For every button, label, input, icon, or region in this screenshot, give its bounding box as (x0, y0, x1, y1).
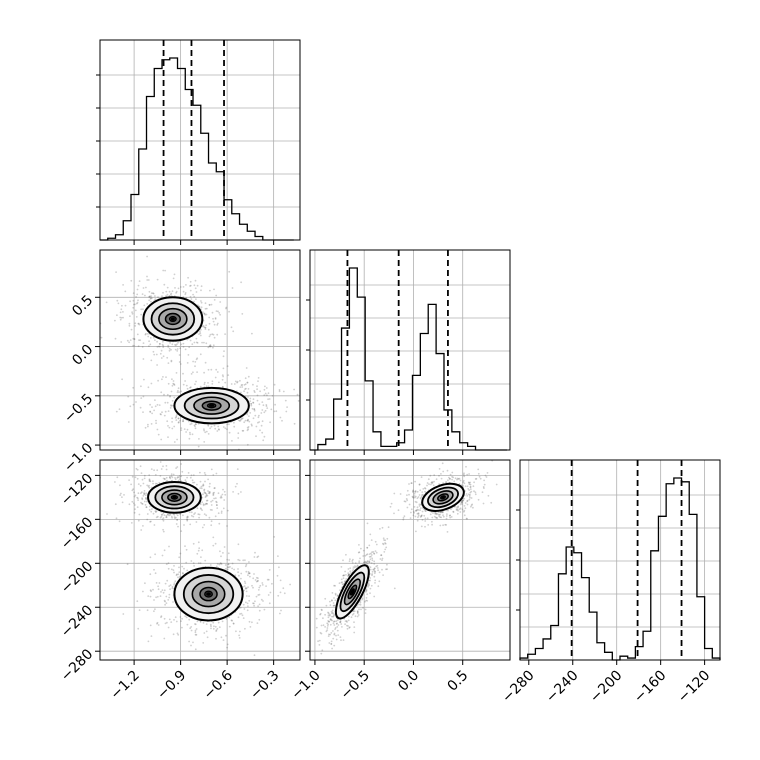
x-tick-label: −280 (499, 668, 538, 707)
scatter-area (100, 255, 300, 450)
y-tick-label: 0.0 (69, 342, 96, 369)
scatter-panel-0: −1.0 −0.5 0.0 0.5 (61, 249, 301, 475)
x-tick-label: −200 (587, 668, 626, 707)
mode-peak (209, 404, 215, 407)
mode-peak (441, 496, 445, 499)
y-tick-label: −120 (58, 470, 97, 509)
x-tick-label: −240 (543, 668, 582, 707)
mode-peak (172, 496, 177, 499)
panel-frame (309, 459, 511, 661)
y-tick-label: 0.5 (69, 292, 96, 319)
x-tick-label: −1.0 (288, 668, 323, 703)
mode-peak (351, 590, 354, 594)
panel-frame (99, 39, 301, 241)
y-tick-label: −160 (58, 514, 97, 553)
histogram-panel-0 (96, 39, 301, 245)
mode-peak (206, 592, 211, 596)
x-tick-label: −0.3 (247, 668, 282, 703)
x-tick-label: 0.5 (444, 668, 471, 695)
x-tick-label: −160 (631, 668, 670, 707)
x-tick-label: −120 (675, 668, 714, 707)
histogram-series (519, 477, 721, 661)
scatter-area (315, 460, 498, 655)
histogram-series (310, 267, 508, 451)
histogram-series (100, 57, 294, 241)
x-tick-label: −1.2 (108, 668, 143, 703)
panel-frame (309, 249, 511, 451)
y-tick-label: −240 (58, 602, 97, 641)
y-tick-label: −280 (58, 646, 97, 685)
panel-frame (519, 459, 721, 661)
scatter-panel-1: −280 −240 −200 −160 −120 −1.2 −0.9 −0.6 −0.3 (58, 459, 301, 703)
mode-peak (170, 317, 175, 321)
scatter-area (100, 461, 291, 657)
x-tick-label: −0.9 (154, 668, 189, 703)
histogram-panel-1 (306, 249, 511, 455)
y-tick-label: −1.0 (61, 440, 96, 475)
y-tick-label: −200 (58, 558, 97, 597)
scatter-panel-2: −1.0 −0.5 0.0 0.5 (288, 459, 511, 703)
x-tick-label: −0.6 (201, 667, 236, 702)
panel-frame (99, 459, 301, 661)
panel-frame (99, 249, 301, 451)
y-tick-label: −0.5 (61, 391, 96, 426)
x-tick-label: −0.5 (338, 668, 373, 703)
histogram-panel-2: −280 −240 −200 −160 −120 (499, 459, 721, 707)
x-tick-label: 0.0 (395, 668, 422, 695)
